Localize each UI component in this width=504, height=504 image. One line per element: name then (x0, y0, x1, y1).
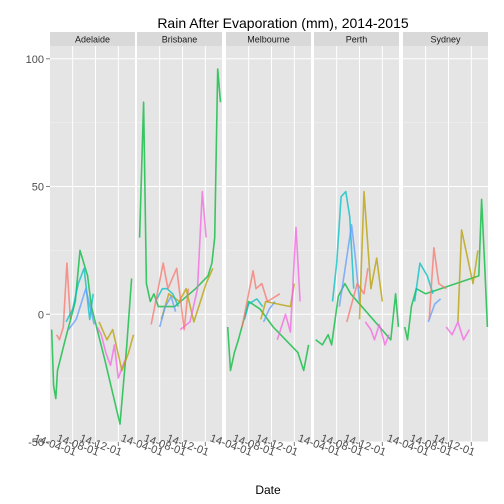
series-line-sydney-2 (427, 298, 442, 323)
panel-background (403, 46, 488, 442)
facet-strip (314, 32, 399, 46)
panel-background (50, 46, 135, 442)
facet-strip-label: Adelaide (75, 35, 110, 45)
facet-strip (137, 32, 222, 46)
series-line-brisbane-3 (158, 295, 177, 328)
series-line-sydney-3 (428, 247, 447, 320)
series-line-melbourne-2 (262, 301, 276, 323)
series-line-sydney-4 (457, 229, 479, 322)
series-line-perth-2 (338, 224, 361, 307)
facet-strip-label: Brisbane (162, 35, 198, 45)
series-line-melbourne-5 (276, 226, 301, 341)
y-tick-label: -50 (28, 437, 44, 449)
panel-background (137, 46, 222, 442)
y-tick-label: 0 (38, 309, 44, 321)
facet-strip (50, 32, 135, 46)
facet-strip-label: Melbourne (247, 35, 290, 45)
series-line-adelaide-0 (55, 262, 72, 341)
series-line-adelaide-4 (96, 326, 126, 379)
series-line-melbourne-0 (226, 300, 310, 372)
series-line-melbourne-3 (241, 269, 281, 328)
series-line-brisbane-4 (179, 190, 207, 331)
facet-strip-label: Perth (346, 35, 368, 45)
series-line-adelaide-2 (65, 267, 94, 323)
series-line-sydney-1 (413, 262, 434, 302)
series-line-sydney-0 (403, 198, 489, 341)
series-line-perth-5 (364, 321, 390, 346)
chart-title: Rain After Evaporation (mm), 2014-2015 (157, 15, 409, 31)
y-tick-label: 100 (26, 54, 44, 66)
y-axis: -50 0 50 100 (26, 54, 50, 449)
series-line-adelaide-3 (67, 287, 95, 331)
series-line-adelaide-1 (50, 249, 133, 425)
series-line-brisbane-5 (150, 262, 190, 331)
facet-strip (226, 32, 311, 46)
series-line-brisbane-1 (160, 267, 214, 323)
x-axis-label: Date (255, 483, 281, 497)
y-tick-label: 50 (32, 182, 44, 194)
panel-background (314, 46, 399, 442)
facet-strip (403, 32, 488, 46)
series-line-perth-4 (358, 190, 384, 320)
series-line-sydney-5 (445, 321, 470, 341)
facet-strip-label: Sydney (430, 35, 461, 45)
series-line-melbourne-1 (243, 298, 264, 320)
series-line-brisbane-2 (154, 287, 180, 307)
series-line-adelaide-5 (98, 321, 135, 372)
panel-background (226, 46, 311, 442)
